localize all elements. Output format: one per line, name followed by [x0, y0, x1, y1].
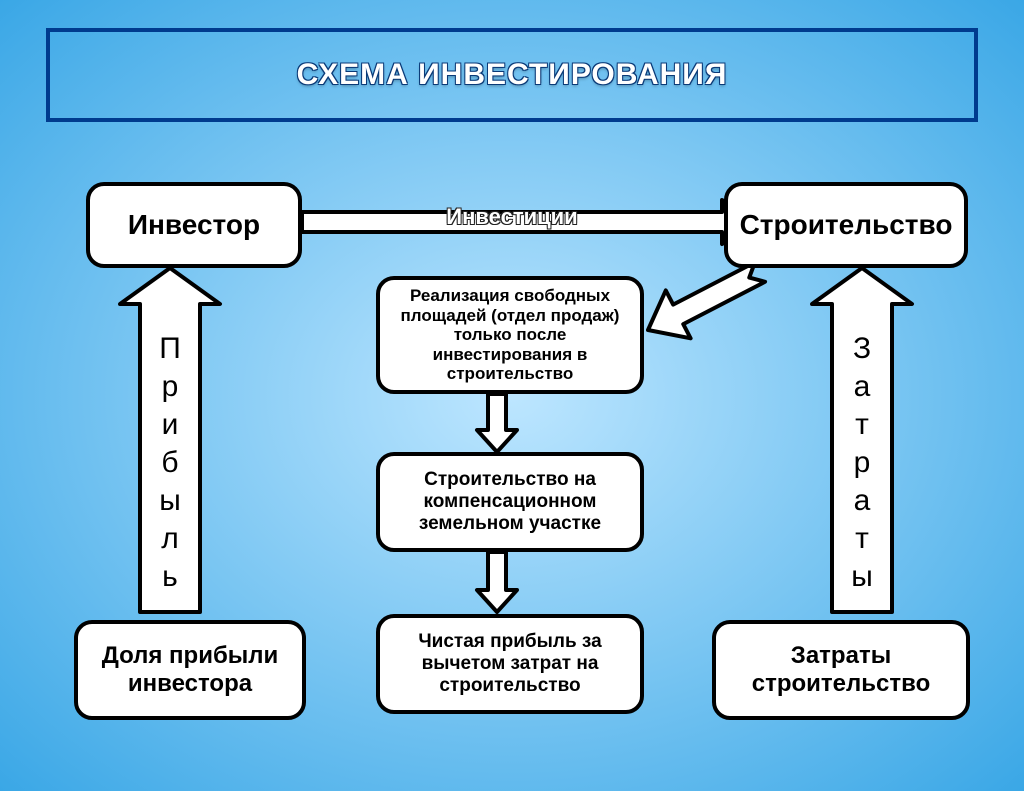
- node-comp-build: Строительство на компенсационном земельн…: [376, 452, 644, 552]
- arrow-label-costs: Затраты: [842, 330, 882, 596]
- node-profit-share-label: Доля прибыли инвестора: [88, 642, 292, 697]
- node-comp-build-label: Строительство на компенсационном земельн…: [390, 469, 630, 535]
- node-profit-share: Доля прибыли инвестора: [74, 620, 306, 720]
- node-investor: Инвестор: [86, 182, 302, 268]
- arrow-label-profit: Прибыль: [150, 330, 190, 596]
- diagram-stage: СХЕМА ИНВЕСТИРОВАНИЯ Инвестор Строительс…: [0, 0, 1024, 791]
- node-construction: Строительство: [724, 182, 968, 268]
- node-net-profit-label: Чистая прибыль за вычетом затрат на стро…: [390, 631, 630, 697]
- node-costs: Затраты строительство: [712, 620, 970, 720]
- node-net-profit: Чистая прибыль за вычетом затрат на стро…: [376, 614, 644, 714]
- node-investor-label: Инвестор: [128, 209, 260, 241]
- arrow-real-to-comp: [477, 394, 517, 452]
- node-realization: Реализация свободных площадей (отдел про…: [376, 276, 644, 394]
- node-costs-label: Затраты строительство: [726, 642, 956, 697]
- node-realization-label: Реализация свободных площадей (отдел про…: [390, 286, 630, 384]
- diagram-title: СХЕМА ИНВЕСТИРОВАНИЯ: [297, 58, 728, 92]
- node-construction-label: Строительство: [740, 209, 953, 241]
- arrow-construction-to-realization: [648, 262, 765, 338]
- arrow-comp-to-net: [477, 552, 517, 612]
- edge-label-investments: Инвестиции: [412, 204, 612, 230]
- diagram-title-frame: СХЕМА ИНВЕСТИРОВАНИЯ: [46, 28, 978, 122]
